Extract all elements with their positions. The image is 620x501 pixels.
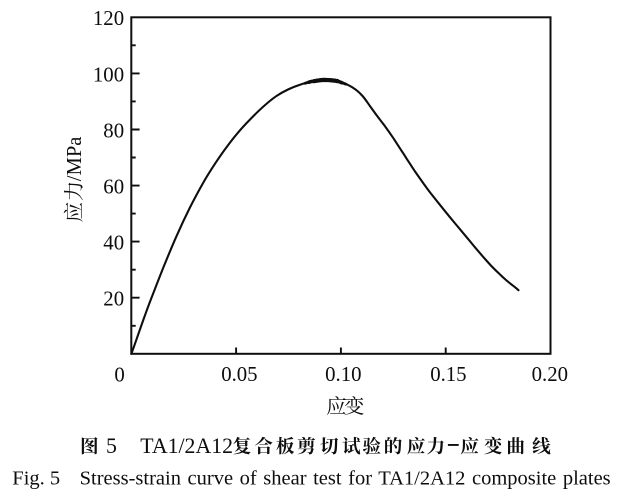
svg-text:0.05: 0.05 xyxy=(221,363,257,386)
svg-text:/MPa: /MPa xyxy=(64,137,86,182)
svg-text:Stress-strain curve of shear t: Stress-strain curve of shear test for TA… xyxy=(80,467,611,489)
svg-text:100: 100 xyxy=(93,63,124,86)
svg-text:80: 80 xyxy=(103,119,124,142)
svg-text:0.10: 0.10 xyxy=(325,363,361,386)
svg-text:0.15: 0.15 xyxy=(430,363,466,386)
svg-text:0: 0 xyxy=(114,364,124,387)
svg-text:120: 120 xyxy=(93,7,124,30)
svg-text:60: 60 xyxy=(103,176,124,199)
svg-text:TA1/2A12: TA1/2A12 xyxy=(140,434,233,458)
svg-text:0.20: 0.20 xyxy=(532,363,568,386)
svg-text:Fig. 5: Fig. 5 xyxy=(12,467,60,489)
svg-text:40: 40 xyxy=(103,232,124,255)
svg-text:5: 5 xyxy=(106,434,117,458)
svg-text:20: 20 xyxy=(103,288,124,311)
